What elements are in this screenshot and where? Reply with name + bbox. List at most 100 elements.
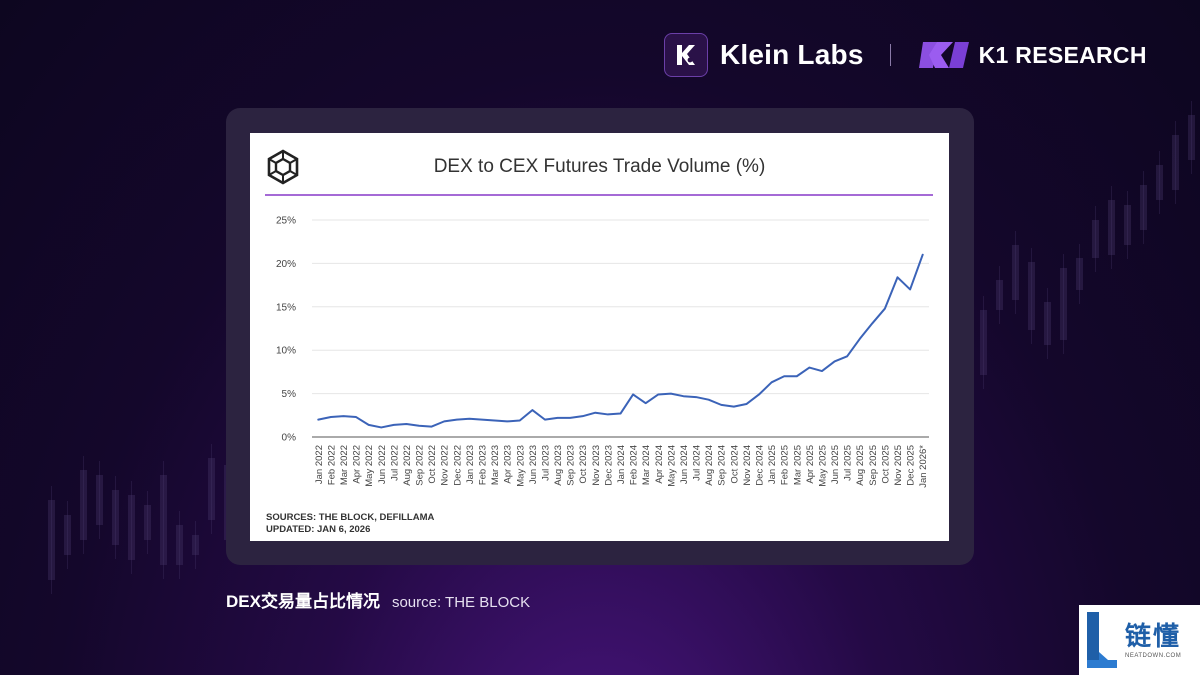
line-chart: 0% 5% 10% 15% 20% 25% Jan 2022 Feb 2022 Mar 2022… <box>276 216 929 488</box>
background-candle <box>160 475 167 565</box>
background-candle <box>1108 200 1115 255</box>
x-tick-label: Dec 2022 <box>452 445 463 486</box>
background-candle <box>1060 268 1067 340</box>
chart-sources: SOURCES: THE BLOCK, DEFILLAMA UPDATED: J… <box>266 512 434 536</box>
chart-title: DEX to CEX Futures Trade Volume (%) <box>433 156 766 177</box>
background-candle <box>80 470 87 540</box>
background-candle <box>64 515 71 555</box>
x-tick-label: Nov 2025 <box>893 445 904 486</box>
background-candle <box>1076 258 1083 290</box>
x-tick-label: Feb 2022 <box>326 445 337 485</box>
background-candle <box>1092 220 1099 258</box>
x-tick-label: Jan 2025 <box>767 445 778 484</box>
watermark-subtext: NEATDOWN.COM <box>1125 653 1182 659</box>
sources-line: SOURCES: THE BLOCK, DEFILLAMA <box>266 512 435 523</box>
series-line <box>317 253 924 429</box>
x-tick-label: Dec 2023 <box>603 445 614 486</box>
updated-line: UPDATED: JAN 6, 2026 <box>266 524 371 535</box>
background-candle <box>96 475 103 525</box>
x-tick-label: Nov 2022 <box>440 445 451 486</box>
background-candle <box>996 280 1003 310</box>
background-candle <box>980 310 987 375</box>
y-tick-label: 5% <box>282 389 297 400</box>
x-tick-label: Jul 2024 <box>692 445 703 481</box>
x-tick-label: Jan 2023 <box>465 445 476 484</box>
y-tick-label: 0% <box>282 433 297 444</box>
x-tick-label: Aug 2022 <box>402 445 413 486</box>
x-tick-label: Dec 2024 <box>755 445 766 486</box>
brand-header: Klein Labs K1 RESEARCH <box>664 32 1147 78</box>
background-candle <box>128 495 135 560</box>
chart-card: DEX to CEX Futures Trade Volume (%) 0% 5%… <box>250 133 949 541</box>
y-tick-label: 20% <box>276 259 296 270</box>
x-tick-label: Oct 2023 <box>578 445 589 484</box>
background-candle <box>1028 262 1035 330</box>
background-candle <box>176 525 183 565</box>
background-candle <box>112 490 119 545</box>
x-tick-label: May 2022 <box>364 445 375 487</box>
x-tick-label: Dec 2025 <box>906 445 917 486</box>
x-tick-label: Apr 2023 <box>503 445 514 484</box>
caption-title: DEX交易量占比情况 <box>226 592 380 611</box>
background-candle <box>192 535 199 555</box>
x-tick-label: Feb 2025 <box>780 445 791 485</box>
watermark-text: 链懂 <box>1125 621 1182 651</box>
x-tick-label: Sep 2023 <box>566 445 577 486</box>
x-tick-label: Jan 2024 <box>616 445 627 484</box>
title-underline <box>265 194 933 196</box>
brand-name: Klein Labs <box>720 39 864 70</box>
x-tick-label: Jul 2023 <box>540 445 551 481</box>
x-tick-label: Nov 2023 <box>591 445 602 486</box>
caption-source: source: THE BLOCK <box>391 594 531 611</box>
background-candle <box>1044 302 1051 345</box>
x-tick-label: Nov 2024 <box>742 445 753 486</box>
background-candle <box>208 458 215 520</box>
x-tick-label: May 2024 <box>666 445 677 487</box>
neatdown-logo-icon <box>1087 612 1117 668</box>
x-tick-label: Jul 2025 <box>843 445 854 481</box>
x-tick-label: Oct 2024 <box>729 445 740 484</box>
x-tick-label: Sep 2025 <box>868 445 879 486</box>
watermark: 链懂 NEATDOWN.COM <box>1079 605 1200 675</box>
x-tick-label: Jun 2024 <box>679 445 690 484</box>
klein-labs-logo-icon <box>664 33 708 77</box>
background-candle <box>1188 115 1195 160</box>
x-tick-label: Sep 2022 <box>415 445 426 486</box>
x-tick-label: Aug 2025 <box>855 445 866 486</box>
x-tick-label: Oct 2022 <box>427 445 438 484</box>
x-tick-label: Mar 2022 <box>339 445 350 485</box>
x-tick-label: May 2023 <box>515 445 526 487</box>
background-candle <box>48 500 55 580</box>
x-tick-label: Feb 2023 <box>477 445 488 485</box>
x-tick-label: Jun 2023 <box>528 445 539 484</box>
x-tick-label: Aug 2023 <box>553 445 564 486</box>
y-tick-label: 10% <box>276 346 296 357</box>
brand-divider <box>889 44 891 66</box>
x-tick-label: Apr 2022 <box>352 445 363 484</box>
x-tick-label: May 2025 <box>817 445 828 487</box>
x-tick-label: Mar 2025 <box>792 445 803 485</box>
background-candle <box>1172 135 1179 190</box>
the-block-logo-icon <box>267 149 299 185</box>
background-candle <box>1012 245 1019 300</box>
x-tick-label: Apr 2024 <box>654 445 665 484</box>
x-tick-label: Mar 2024 <box>641 445 652 485</box>
x-tick-label: Mar 2023 <box>490 445 501 485</box>
caption: DEX交易量占比情况 source: THE BLOCK <box>226 587 530 612</box>
k1-logo-icon <box>918 42 969 68</box>
x-tick-label: Jun 2025 <box>830 445 841 484</box>
x-tick-label: Jan 2026* <box>918 445 929 488</box>
x-tick-label: Jun 2022 <box>377 445 388 484</box>
x-tick-label: Oct 2025 <box>880 445 891 484</box>
x-tick-label: Apr 2025 <box>805 445 816 484</box>
x-tick-label: Sep 2024 <box>717 445 728 486</box>
background-candle <box>1140 185 1147 230</box>
x-tick-label: Jul 2022 <box>389 445 400 481</box>
x-tick-label: Aug 2024 <box>704 445 715 486</box>
background-candle <box>1156 165 1163 200</box>
y-tick-label: 15% <box>276 302 296 313</box>
x-tick-label: Jan 2022 <box>314 445 325 484</box>
x-tick-label: Feb 2024 <box>629 445 640 485</box>
background-candle <box>144 505 151 540</box>
partner-name: K1 RESEARCH <box>978 41 1147 68</box>
